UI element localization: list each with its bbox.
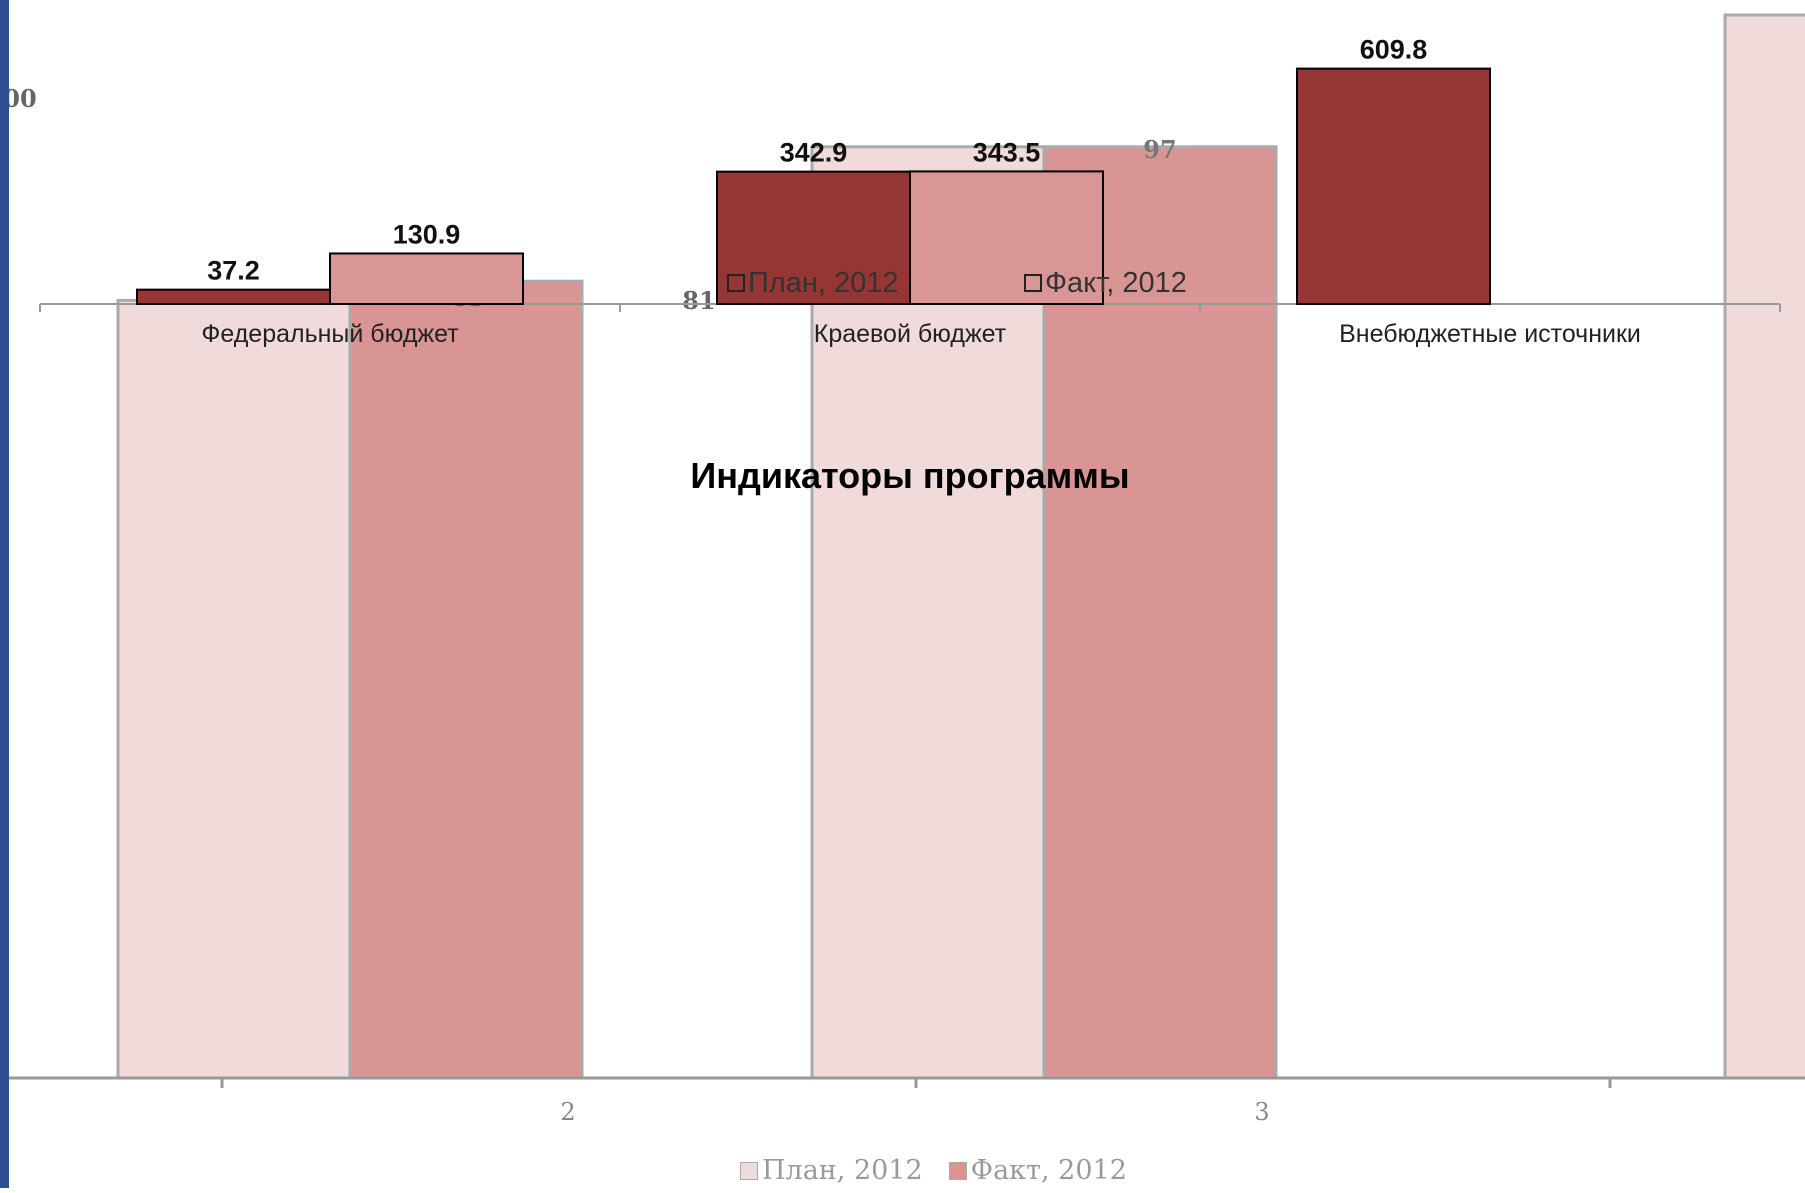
- legend-label-fact: Факт, 2012: [970, 1155, 1127, 1186]
- budget-data-label: 342.9: [780, 138, 848, 168]
- budget-bar: [909, 170, 1104, 305]
- background-bar-partial: [1723, 13, 1805, 1080]
- budget-data-label: 37.2: [207, 256, 260, 286]
- budget-category-label: Федеральный бюджет: [201, 320, 459, 348]
- background-tick-label: 3: [1254, 1098, 1269, 1126]
- background-bar: [116, 298, 352, 1080]
- budget-bar: [136, 288, 331, 306]
- legend-swatch-fact: [948, 1162, 967, 1180]
- budget-data-label: 343.5: [973, 137, 1041, 167]
- chart-title: Индикаторы программы: [690, 455, 1130, 496]
- budget-bar: [329, 252, 524, 305]
- budget-legend-swatch: [1024, 274, 1042, 292]
- budget-bar: [716, 170, 911, 305]
- budget-data-label: 609.8: [1360, 35, 1428, 65]
- background-tick-label: 2: [560, 1098, 575, 1126]
- legend-label-plan: План, 2012: [762, 1155, 923, 1186]
- budget-bar: [1296, 67, 1491, 305]
- budget-legend-label: План, 2012: [748, 267, 899, 299]
- left-edge-stripe: [0, 0, 9, 1188]
- budget-category-label: Краевой бюджет: [814, 320, 1007, 348]
- background-data-label: 97: [1143, 135, 1176, 164]
- budget-legend-label: Факт, 2012: [1045, 267, 1187, 299]
- background-data-label: 81: [682, 286, 715, 315]
- background-bar: [348, 279, 584, 1080]
- budget-data-label: 130.9: [393, 219, 461, 249]
- budget-legend-swatch: [727, 274, 745, 292]
- budget-category-label: Внебюджетные источники: [1339, 320, 1641, 348]
- bottom-legend: План, 2012 Факт, 2012: [740, 1155, 1127, 1186]
- legend-swatch-plan: [740, 1162, 758, 1180]
